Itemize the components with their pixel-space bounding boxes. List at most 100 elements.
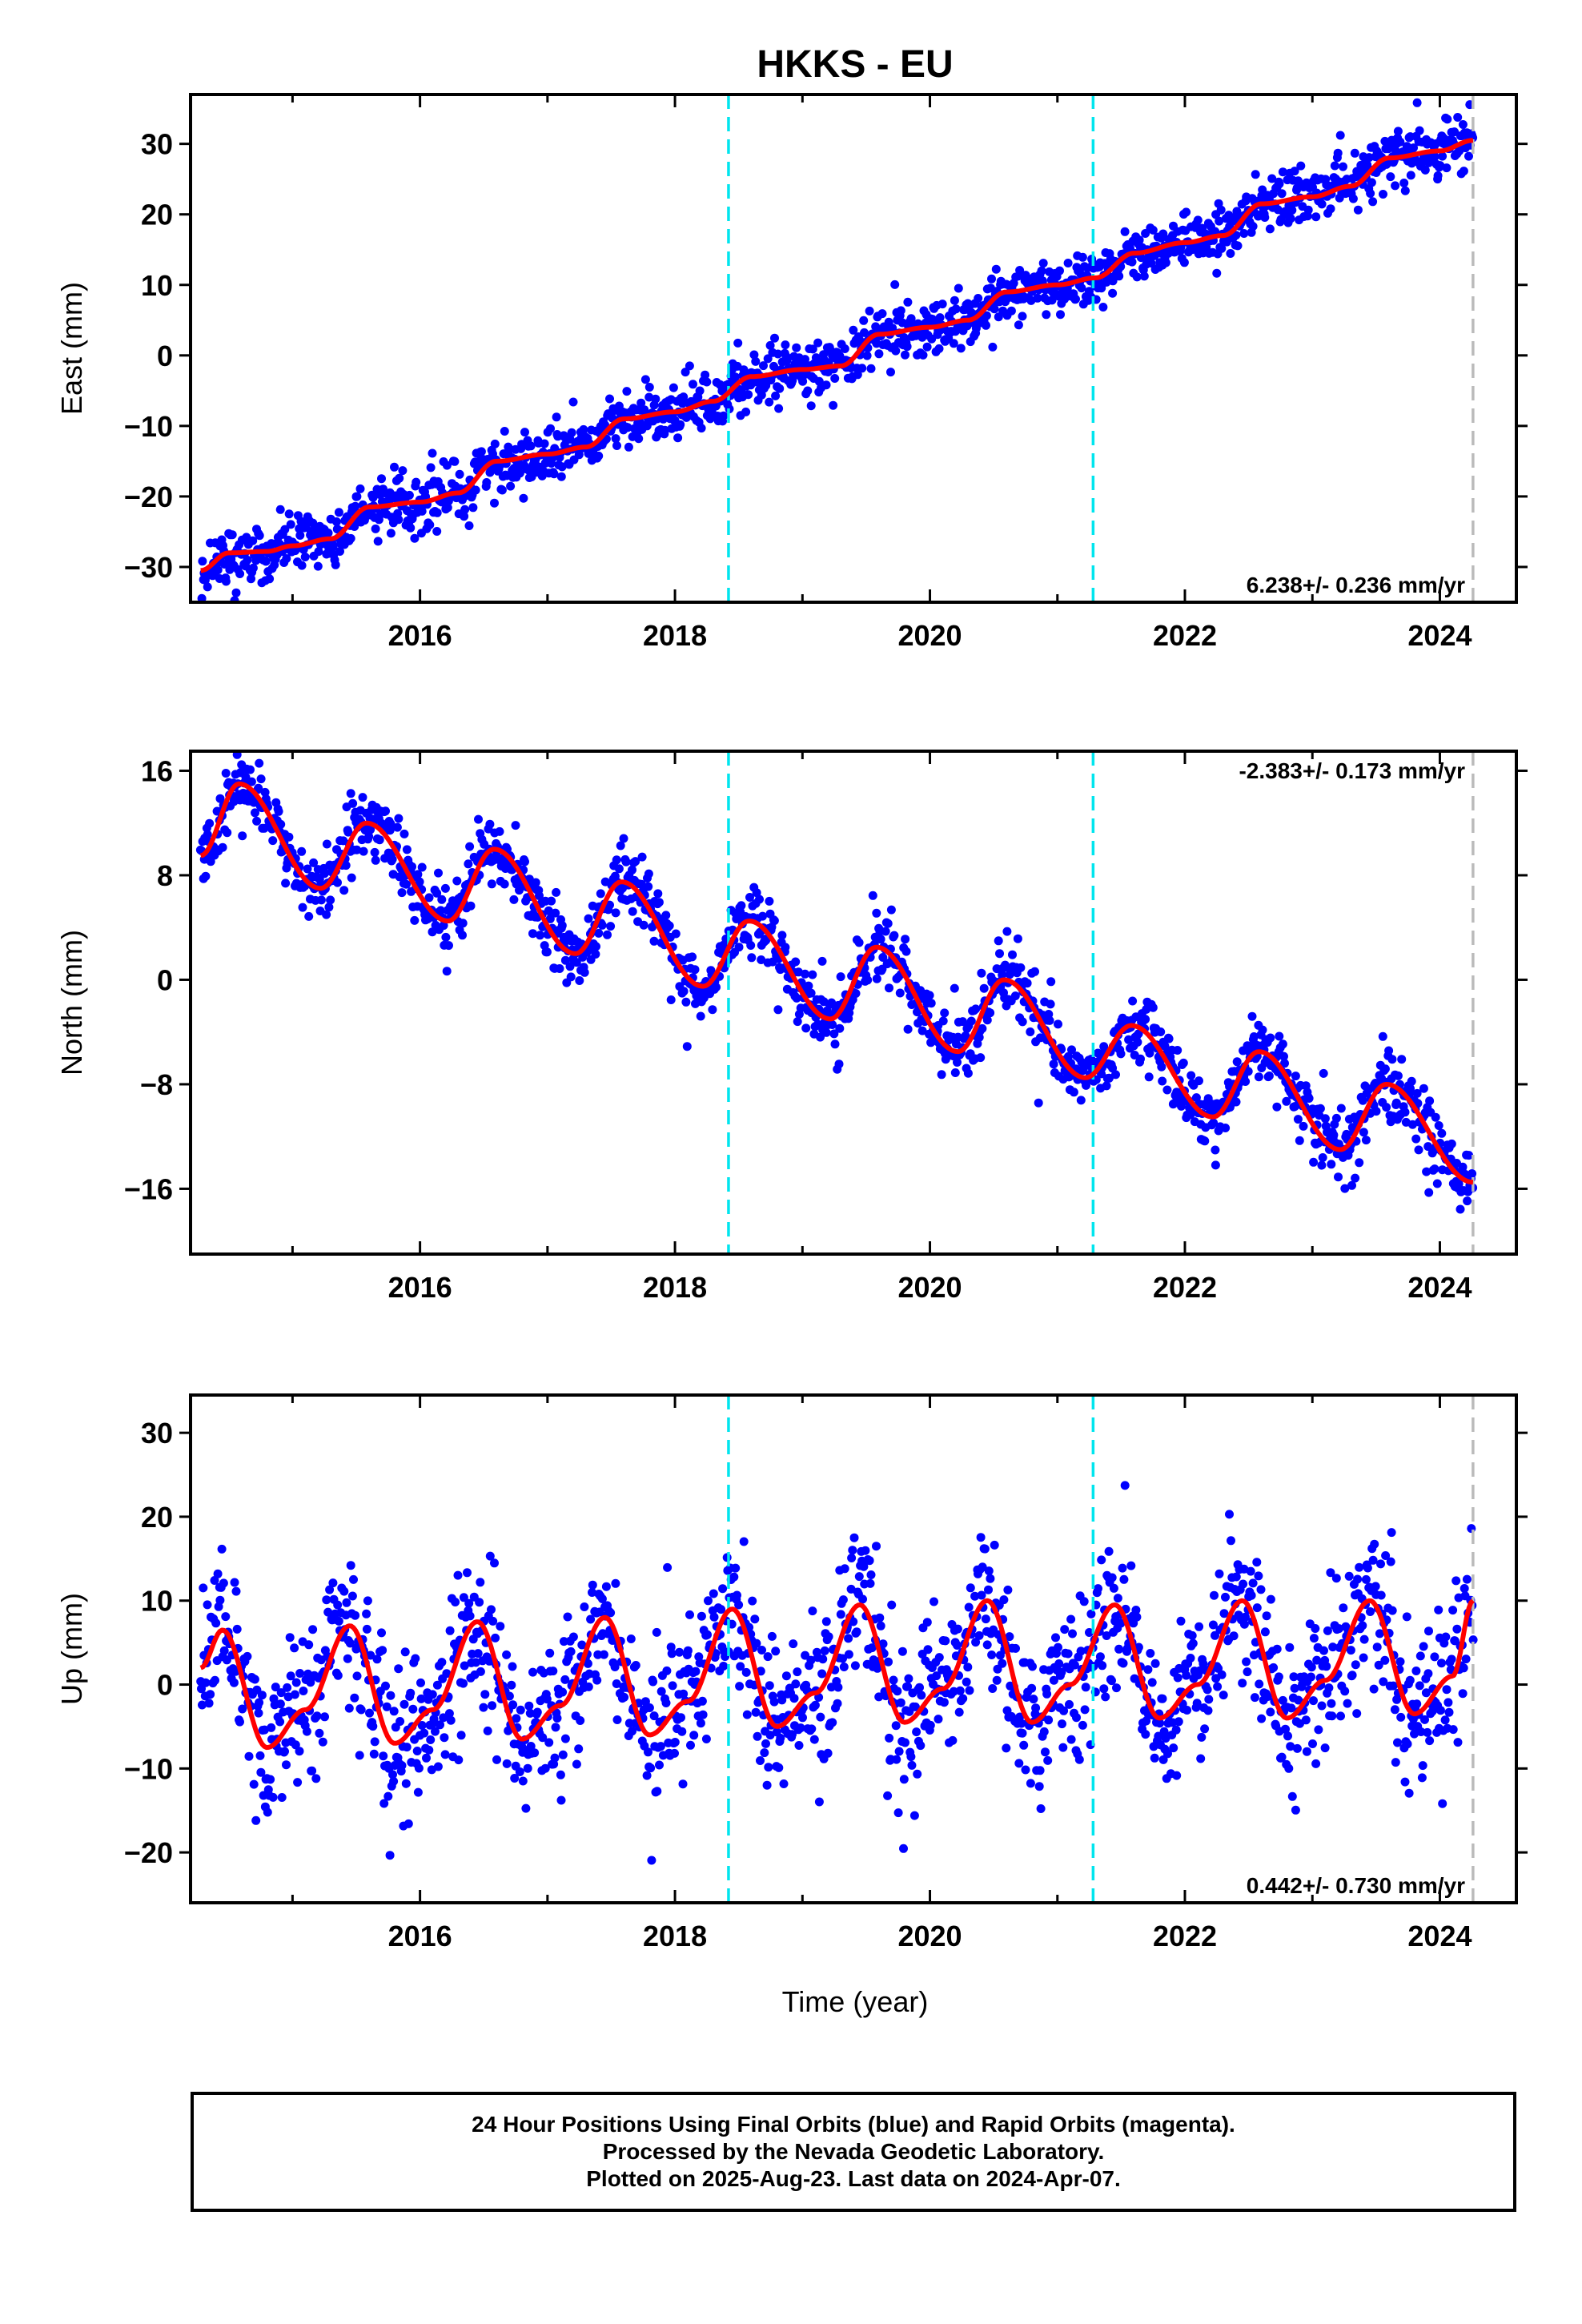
east-data-point (849, 325, 858, 335)
up-data-point (666, 1642, 676, 1652)
north-data-point (1069, 1088, 1078, 1097)
north-data-point (1164, 1034, 1174, 1043)
up-data-point (231, 1586, 241, 1596)
up-data-point (806, 1655, 816, 1665)
east-data-point (806, 401, 816, 411)
up-data-point (901, 1738, 909, 1747)
up-data-point (400, 1699, 409, 1709)
up-data-point (1215, 1569, 1224, 1578)
up-data-point (663, 1562, 673, 1572)
up-data-point (528, 1667, 537, 1677)
up-data-point (1301, 1715, 1311, 1725)
east-data-point (428, 448, 437, 458)
east-data-point (247, 574, 255, 584)
north-data-point (1393, 1071, 1403, 1080)
up-data-point (1036, 1804, 1046, 1813)
up-data-point (885, 1733, 894, 1743)
north-data-point (536, 931, 544, 940)
up-data-point (479, 1703, 488, 1712)
up-y-tick-label: −20 (124, 1836, 173, 1869)
up-data-point (774, 1763, 784, 1772)
east-data-point (1353, 205, 1363, 215)
up-data-point (1173, 1673, 1182, 1683)
east-data-point (282, 554, 291, 563)
east-data-point (751, 356, 761, 366)
up-data-point (1430, 1652, 1439, 1662)
up-data-point (903, 1682, 913, 1691)
up-data-point (1352, 1709, 1362, 1719)
up-data-point (852, 1627, 861, 1637)
up-data-point (1098, 1661, 1107, 1671)
north-model-curve (199, 781, 1474, 1185)
up-data-point (440, 1733, 449, 1743)
north-data-point (1116, 1049, 1126, 1059)
up-data-point (442, 1669, 452, 1679)
north-data-point (978, 1023, 987, 1033)
up-data-point (372, 1655, 382, 1664)
up-data-point (824, 1632, 833, 1642)
east-x-tick-label: 2020 (897, 619, 962, 652)
east-data-point (1233, 241, 1243, 251)
east-data-point (546, 424, 555, 433)
north-data-point (605, 900, 614, 910)
north-data-point (1412, 1088, 1422, 1098)
up-data-point (381, 1681, 390, 1691)
east-data-point (1290, 167, 1299, 176)
up-data-point (1199, 1659, 1208, 1669)
east-data-point (611, 434, 620, 444)
up-data-point (789, 1694, 799, 1703)
up-data-point (756, 1667, 765, 1676)
up-data-point (748, 1596, 757, 1606)
up-data-point (1044, 1715, 1054, 1725)
up-data-point (1195, 1666, 1205, 1675)
north-data-point (747, 953, 757, 963)
east-data-point (203, 582, 212, 592)
up-data-point (320, 1712, 329, 1722)
east-data-point (331, 517, 341, 526)
east-data-point (1182, 207, 1191, 217)
up-data-point (760, 1748, 769, 1758)
up-data-point (734, 1600, 744, 1610)
east-data-point (857, 364, 867, 373)
north-data-point (868, 891, 877, 900)
up-data-point (1243, 1667, 1252, 1677)
up-data-point (1355, 1562, 1364, 1572)
up-data-point (333, 1600, 343, 1610)
north-data-point (319, 869, 329, 879)
north-data-point (322, 839, 331, 849)
north-data-point (679, 987, 689, 996)
up-data-point (1423, 1727, 1432, 1737)
up-data-point (255, 1751, 265, 1760)
up-data-point (875, 1613, 885, 1622)
north-data-point (592, 942, 600, 951)
up-data-point (1017, 1719, 1026, 1728)
east-data-point (862, 351, 872, 360)
up-data-point (1118, 1563, 1127, 1573)
up-data-point (1371, 1582, 1380, 1591)
up-data-point (904, 1674, 913, 1683)
north-data-point (1419, 1084, 1428, 1093)
up-data-point (1351, 1660, 1360, 1670)
up-data-point (814, 1797, 824, 1807)
east-y-tick-label: −10 (124, 410, 173, 443)
north-data-point (223, 828, 232, 838)
up-data-point (966, 1583, 975, 1593)
up-data-point (887, 1600, 897, 1610)
east-data-point (934, 344, 944, 353)
north-data-point (594, 928, 604, 938)
east-data-point (506, 481, 516, 491)
up-data-point (1374, 1660, 1383, 1670)
up-data-point (304, 1640, 314, 1650)
up-y-axis-label: Up (mm) (55, 1593, 88, 1705)
up-data-point (1107, 1573, 1117, 1582)
up-data-point (433, 1762, 443, 1771)
east-data-point (1442, 163, 1452, 173)
up-data-point (1002, 1743, 1011, 1753)
up-data-point (1410, 1729, 1419, 1739)
x-axis-label: Time (year) (782, 1985, 929, 2018)
up-data-point (922, 1618, 932, 1627)
east-data-point (412, 477, 421, 487)
up-data-point (558, 1687, 568, 1697)
up-data-point (861, 1546, 870, 1555)
up-data-point (1317, 1701, 1327, 1711)
